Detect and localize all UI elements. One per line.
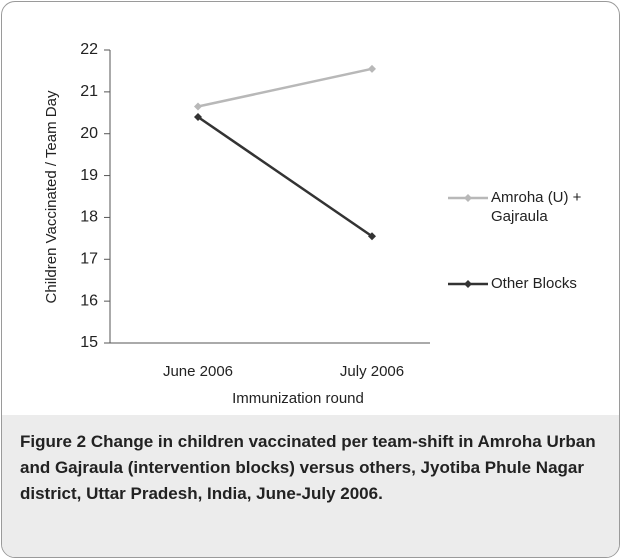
x-axis-title: Immunization round bbox=[232, 390, 364, 407]
y-axis-title: Children Vaccinated / Team Day bbox=[43, 90, 60, 303]
x-tick-label: July 2006 bbox=[340, 363, 404, 380]
caption-text: Change in children vaccinated per team-s… bbox=[20, 432, 596, 503]
y-tick-label: 22 bbox=[80, 41, 98, 58]
data-point bbox=[368, 232, 376, 241]
series-line bbox=[197, 115, 373, 238]
y-tick-label: 19 bbox=[80, 167, 98, 184]
data-point bbox=[194, 112, 202, 121]
y-tick-label: 18 bbox=[80, 209, 98, 226]
legend-label: Other Blocks bbox=[491, 275, 577, 292]
legend-marker bbox=[464, 194, 472, 202]
y-tick-label: 17 bbox=[80, 251, 98, 268]
x-tick-label: June 2006 bbox=[163, 363, 233, 380]
caption-label: Figure 2 bbox=[20, 432, 87, 451]
y-tick-label: 21 bbox=[80, 83, 98, 100]
chart: Children Vaccinated / Team Day Immunizat… bbox=[43, 41, 488, 407]
y-tick-label: 15 bbox=[80, 334, 98, 351]
data-point bbox=[368, 64, 376, 73]
data-point bbox=[194, 102, 202, 111]
series-line bbox=[197, 67, 373, 108]
y-tick-label: 16 bbox=[80, 292, 98, 309]
y-tick-label: 20 bbox=[80, 125, 98, 142]
legend-label: Amroha (U) + Gajraula bbox=[491, 189, 582, 225]
legend-marker bbox=[464, 280, 472, 288]
caption: Figure 2 Change in children vaccinated p… bbox=[2, 415, 619, 557]
